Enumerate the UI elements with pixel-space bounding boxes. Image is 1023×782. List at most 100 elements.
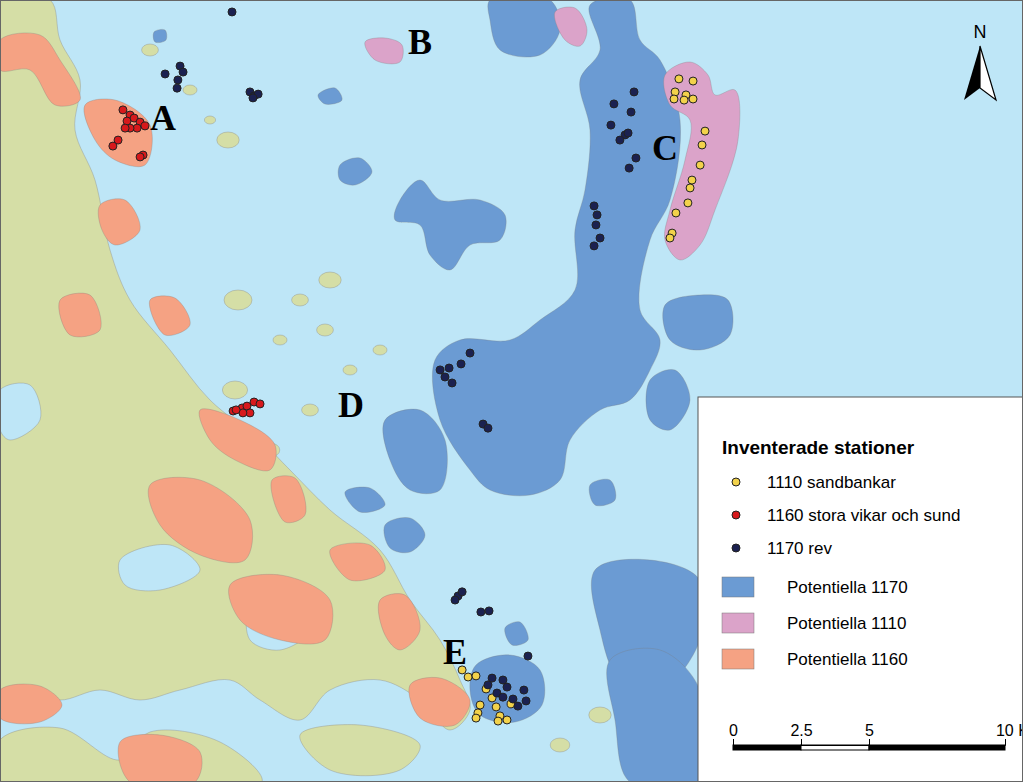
station [684,199,692,207]
island [222,381,247,399]
land-mass [0,0,470,730]
potential-area-group [0,33,470,782]
potential-area [318,88,342,105]
station [625,164,633,172]
legend-label: 1110 sandbankar [767,473,896,492]
scale-bar-tick-mark [801,739,802,745]
station [488,674,496,682]
map-frame [1,1,1023,782]
station [464,673,472,681]
legend-label: Potentiella 1170 [787,578,908,597]
station [232,406,240,414]
station [590,202,598,210]
station [670,95,678,103]
legend-box [698,397,1023,782]
potential-area [646,369,690,430]
station [698,141,706,149]
station [524,652,532,660]
station [610,100,618,108]
north-arrow: N [964,22,996,100]
stations [109,8,709,725]
scale-bar-tick-mark [733,739,734,745]
station [141,122,149,130]
land-mass [0,727,262,782]
station [484,424,492,432]
station [445,364,453,372]
scale-bar-tick-mark [869,739,870,745]
legend-swatch [722,613,754,633]
station-series [458,75,709,725]
station [593,211,601,219]
legend-swatch [722,649,754,669]
island [589,707,611,723]
potential-area [409,677,470,726]
station-series [109,106,264,417]
scale-bar-tick: 10 Km [996,722,1023,745]
station [161,70,169,78]
potential-area [432,0,680,496]
potential-area-group [153,0,733,782]
north-label: N [974,22,987,42]
station [472,672,480,680]
station [666,234,674,242]
legend-symbol [732,511,740,519]
island [142,44,159,56]
scale-bar-tick-mark [1005,739,1006,745]
scale-bar-tick: 0 [729,722,738,745]
station [499,693,507,701]
potential-area [394,180,506,270]
potential-area [383,409,448,494]
potential-area [345,487,385,513]
scale-bar-tick: 2.5 [790,722,812,745]
scale-bar-axis: 02.5510 Km [729,722,1023,746]
station [509,695,517,703]
scale-bar-label: 10 Km [996,722,1023,739]
station [249,94,257,102]
station [457,360,465,368]
island [319,272,341,288]
north-arrow-right [980,46,996,100]
station [630,88,638,96]
potential-area [229,574,333,644]
potential-area [365,38,404,64]
station [458,588,466,596]
legend-label: 1170 rev [767,539,832,558]
legend-title: Inventerade stationer [722,437,915,458]
station [627,108,635,116]
island [204,116,215,124]
potential-area [505,622,529,646]
station [514,702,522,710]
potential-area [59,293,101,337]
potential-area [0,684,62,724]
potential-area [98,199,140,245]
potential-area [271,476,306,523]
station [173,84,181,92]
station [476,701,484,709]
potential-area [330,543,386,581]
station [494,717,502,725]
island [317,324,334,336]
island [343,365,357,375]
station [485,607,493,615]
area-label: B [408,22,432,62]
potential-area [384,517,425,552]
station [689,77,697,85]
station [688,176,696,184]
area-label: C [652,128,678,168]
island [224,290,252,310]
legend-label: Potentiella 1110 [787,614,906,633]
station [119,106,127,114]
station [477,608,485,616]
station [441,373,449,381]
station [436,366,444,374]
station [590,242,598,250]
area-label: D [338,385,364,425]
potential-area [148,477,252,563]
island [292,294,309,306]
island [273,335,287,345]
potential-area [153,29,167,42]
island [183,85,197,95]
legend: Inventerade stationer1110 sandbankar1160… [698,397,1023,782]
station [616,136,624,144]
station [448,379,456,387]
